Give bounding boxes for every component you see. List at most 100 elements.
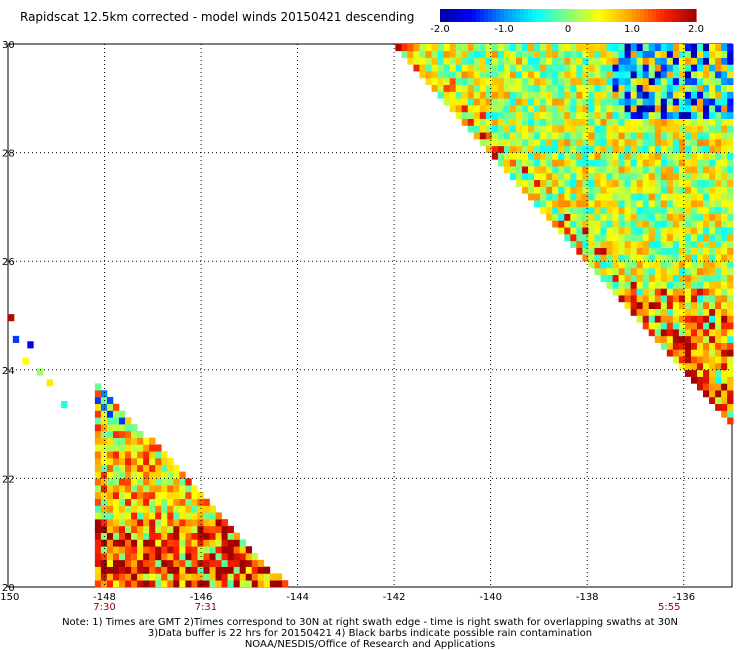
heatmap-cell (149, 505, 156, 513)
heatmap-cell (552, 44, 559, 52)
heatmap-cell (528, 118, 535, 126)
heatmap-cell (467, 57, 475, 65)
heatmap-cell (528, 91, 535, 99)
heatmap-cell (660, 50, 668, 58)
heatmap-cell (690, 50, 698, 58)
colorbar-segment (632, 9, 637, 22)
heatmap-cell (612, 179, 619, 187)
heatmap-cell (606, 98, 613, 106)
heatmap-cell (576, 179, 583, 187)
heatmap-cell (185, 566, 192, 574)
heatmap-cell (239, 559, 247, 567)
heatmap-cell (715, 254, 722, 262)
heatmap-cell (540, 118, 547, 126)
heatmap-cell (666, 335, 674, 343)
heatmap-cell (155, 491, 162, 500)
heatmap-cell (570, 105, 577, 113)
heatmap-cell (528, 84, 535, 92)
heatmap-cell (690, 159, 698, 167)
heatmap-cell (654, 166, 662, 174)
heatmap-cell (119, 491, 126, 500)
heatmap-cell (143, 498, 150, 506)
heatmap-cell (654, 288, 662, 296)
heatmap-cell (582, 254, 589, 262)
heatmap-cell (251, 566, 259, 574)
heatmap-cell (564, 145, 571, 153)
heatmap-cell (715, 356, 722, 364)
heatmap-cell (684, 356, 692, 364)
heatmap-cell (709, 335, 716, 343)
heatmap-cell (534, 71, 541, 79)
heatmap-cell (582, 50, 589, 58)
heatmap-cell (245, 559, 253, 567)
heatmap-cell (672, 200, 680, 208)
heatmap-cell (528, 111, 535, 119)
heatmap-cell (173, 505, 180, 513)
heatmap-cell (612, 152, 619, 160)
heatmap-cell (666, 105, 674, 113)
heatmap-cell (612, 213, 619, 221)
heatmap-cell (94, 519, 102, 527)
heatmap-cell (630, 84, 637, 92)
heatmap-cell (666, 50, 674, 58)
heatmap-cell (684, 111, 692, 119)
heatmap-cell (419, 71, 426, 79)
heatmap-cell (727, 356, 734, 364)
heatmap-cell (654, 274, 662, 282)
heatmap-cell (636, 193, 644, 201)
heatmap-cell (588, 44, 595, 52)
heatmap-cell (558, 91, 565, 99)
heatmap-cell (715, 322, 722, 330)
heatmap-cell (485, 111, 493, 119)
heatmap-cell (203, 525, 210, 533)
heatmap-cell (606, 71, 613, 79)
heatmap-cell (703, 383, 710, 391)
heatmap-cell (715, 91, 722, 99)
heatmap-cell (558, 64, 565, 72)
heatmap-cell (660, 240, 668, 248)
heatmap-cell (618, 111, 625, 119)
heatmap-cell (709, 315, 716, 323)
heatmap-cell (155, 553, 162, 561)
heatmap-cell (257, 573, 265, 581)
heatmap-cell (119, 532, 126, 540)
heatmap-cell (516, 98, 523, 106)
heatmap-cell (431, 64, 438, 72)
heatmap-cell (540, 166, 547, 174)
heatmap-cell (161, 539, 168, 547)
heatmap-cell (576, 118, 583, 126)
heatmap-cell (540, 50, 547, 58)
heatmap-cell (594, 240, 601, 248)
heatmap-cell (546, 139, 553, 147)
heatmap-cell (546, 132, 553, 140)
heatmap-cell (155, 525, 162, 533)
heatmap-cell (161, 458, 168, 466)
heatmap-cell (709, 220, 716, 228)
heatmap-cell (227, 566, 234, 574)
heatmap-cell (473, 84, 481, 92)
heatmap-cell (576, 91, 583, 99)
heatmap-cell (119, 451, 126, 459)
heatmap-cell (185, 478, 192, 486)
heatmap-cell (564, 111, 571, 119)
heatmap-cell (112, 485, 120, 493)
heatmap-cell (690, 220, 698, 228)
heatmap-cell (143, 491, 150, 500)
heatmap-cell (715, 139, 722, 147)
heatmap-cell (606, 227, 613, 235)
heatmap-cell (461, 84, 469, 92)
heatmap-cell (155, 471, 162, 479)
heatmap-cell (149, 559, 156, 567)
heatmap-cell (684, 369, 692, 377)
heatmap-cell (503, 125, 511, 133)
heatmap-cell (630, 274, 637, 282)
heatmap-cell (137, 525, 144, 533)
heatmap-cell (709, 193, 716, 201)
heatmap-cell (600, 132, 607, 140)
heatmap-cell (648, 322, 656, 330)
heatmap-cell (143, 519, 150, 527)
heatmap-cell (461, 77, 469, 86)
heatmap-cell (594, 145, 601, 153)
heatmap-cell (690, 261, 698, 269)
heatmap-cell (185, 546, 192, 554)
